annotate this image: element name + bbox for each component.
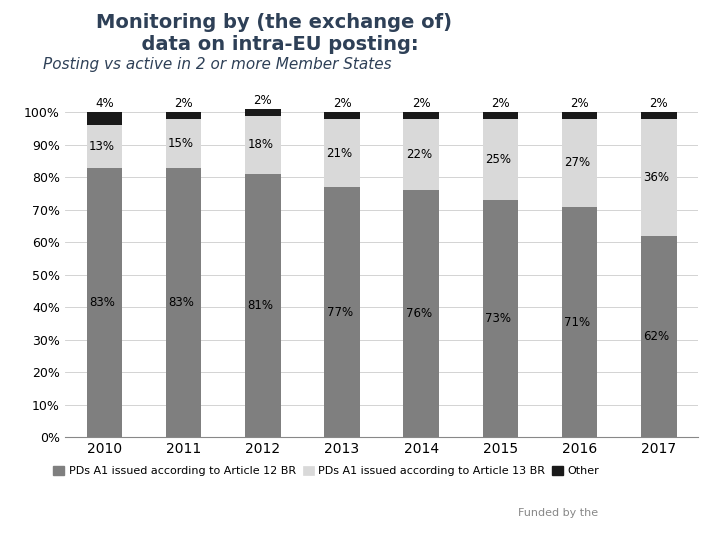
Text: 77%: 77%	[327, 306, 353, 319]
Text: 62%: 62%	[644, 330, 670, 343]
Text: 36%: 36%	[644, 171, 670, 184]
Bar	[562, 119, 598, 207]
Text: 2%: 2%	[174, 97, 193, 110]
Bar	[166, 119, 202, 167]
Bar	[403, 112, 439, 119]
Text: 76%: 76%	[406, 307, 432, 320]
Text: 73%: 73%	[485, 312, 511, 325]
Bar	[562, 207, 598, 437]
Text: 13%: 13%	[89, 140, 115, 153]
Bar	[482, 200, 518, 437]
Text: 71%: 71%	[564, 315, 590, 328]
Text: 25%: 25%	[485, 153, 511, 166]
Text: 2%: 2%	[412, 97, 431, 110]
Bar	[86, 167, 122, 437]
Bar	[403, 191, 439, 437]
Bar	[324, 112, 360, 119]
Bar	[245, 174, 281, 437]
Bar	[562, 112, 598, 119]
Bar	[86, 125, 122, 167]
Text: Monitoring by (the exchange of): Monitoring by (the exchange of)	[96, 14, 451, 32]
Text: 18%: 18%	[248, 138, 274, 151]
Text: 2%: 2%	[491, 97, 510, 110]
Bar	[86, 112, 122, 125]
Bar	[245, 109, 281, 116]
Bar	[403, 119, 439, 191]
Text: 2%: 2%	[333, 97, 351, 110]
Bar	[324, 187, 360, 437]
Text: 21%: 21%	[327, 146, 353, 159]
Bar	[166, 167, 202, 437]
Bar	[324, 119, 360, 187]
Text: 27%: 27%	[564, 156, 590, 169]
Text: 4%: 4%	[95, 97, 114, 110]
Text: 22%: 22%	[406, 148, 432, 161]
Text: 81%: 81%	[248, 299, 274, 312]
Legend: PDs A1 issued according to Article 12 BR, PDs A1 issued according to Article 13 : PDs A1 issued according to Article 12 BR…	[49, 461, 603, 481]
Bar	[166, 112, 202, 119]
Text: 2%: 2%	[649, 97, 668, 110]
Text: 83%: 83%	[168, 296, 194, 309]
Text: 83%: 83%	[89, 296, 114, 309]
Text: 2%: 2%	[570, 97, 589, 110]
Bar	[482, 112, 518, 119]
Bar	[641, 112, 677, 119]
Bar	[245, 116, 281, 174]
Text: Funded by the: Funded by the	[518, 508, 598, 518]
Text: 15%: 15%	[168, 137, 194, 150]
Bar	[641, 119, 677, 236]
Text: 2%: 2%	[253, 93, 272, 106]
Bar	[482, 119, 518, 200]
Bar	[641, 236, 677, 437]
Text: Posting vs active in 2 or more Member States: Posting vs active in 2 or more Member St…	[43, 57, 392, 72]
Text: data on intra-EU posting:: data on intra-EU posting:	[128, 35, 419, 54]
